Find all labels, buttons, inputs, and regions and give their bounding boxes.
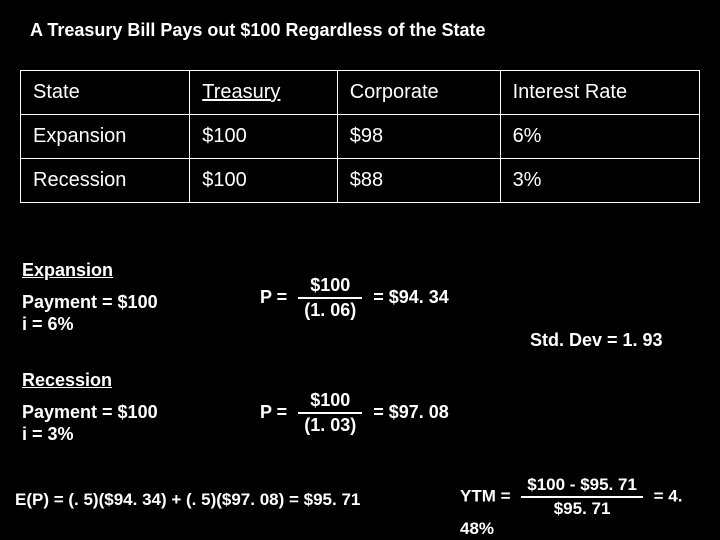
th-interest: Interest Rate bbox=[500, 71, 699, 115]
f2-rhs: = $97. 08 bbox=[373, 402, 449, 422]
th-state: State bbox=[21, 71, 190, 115]
ytm-fraction: $100 - $95. 71 $95. 71 bbox=[521, 475, 643, 519]
table-header-row: State Treasury Corporate Interest Rate bbox=[21, 71, 700, 115]
recession-heading: Recession bbox=[22, 370, 112, 391]
expected-price-formula: E(P) = (. 5)($94. 34) + (. 5)($97. 08) =… bbox=[15, 490, 360, 510]
ytm-formula: YTM = $100 - $95. 71 $95. 71 = 4. 48% bbox=[460, 475, 720, 539]
recession-i: i = 3% bbox=[22, 424, 74, 445]
cell: 3% bbox=[500, 159, 699, 203]
slide-title: A Treasury Bill Pays out $100 Regardless… bbox=[30, 20, 486, 41]
f2-lhs: P = bbox=[260, 402, 292, 422]
cell: Recession bbox=[21, 159, 190, 203]
cell: $100 bbox=[190, 159, 337, 203]
cell: $88 bbox=[337, 159, 500, 203]
cell: 6% bbox=[500, 115, 699, 159]
th-corporate: Corporate bbox=[337, 71, 500, 115]
stddev-label: Std. Dev = 1. 93 bbox=[530, 330, 663, 351]
cell: $100 bbox=[190, 115, 337, 159]
payoff-table: State Treasury Corporate Interest Rate E… bbox=[20, 70, 700, 203]
formula-expansion-price: P = $100 (1. 06) = $94. 34 bbox=[260, 275, 449, 321]
f1-fraction: $100 (1. 06) bbox=[298, 275, 362, 321]
expansion-heading: Expansion bbox=[22, 260, 113, 281]
expansion-i: i = 6% bbox=[22, 314, 74, 335]
ytm-den: $95. 71 bbox=[521, 498, 643, 519]
f2-den: (1. 03) bbox=[298, 414, 362, 436]
table-row: Recession $100 $88 3% bbox=[21, 159, 700, 203]
cell: $98 bbox=[337, 115, 500, 159]
ytm-lhs: YTM = bbox=[460, 486, 515, 505]
recession-payment: Payment = $100 bbox=[22, 402, 158, 423]
f2-num: $100 bbox=[298, 390, 362, 414]
f1-rhs: = $94. 34 bbox=[373, 287, 449, 307]
expansion-payment: Payment = $100 bbox=[22, 292, 158, 313]
f1-num: $100 bbox=[298, 275, 362, 299]
ytm-num: $100 - $95. 71 bbox=[521, 475, 643, 498]
f1-lhs: P = bbox=[260, 287, 292, 307]
th-treasury: Treasury bbox=[190, 71, 337, 115]
f2-fraction: $100 (1. 03) bbox=[298, 390, 362, 436]
f1-den: (1. 06) bbox=[298, 299, 362, 321]
formula-recession-price: P = $100 (1. 03) = $97. 08 bbox=[260, 390, 449, 436]
table-row: Expansion $100 $98 6% bbox=[21, 115, 700, 159]
cell: Expansion bbox=[21, 115, 190, 159]
